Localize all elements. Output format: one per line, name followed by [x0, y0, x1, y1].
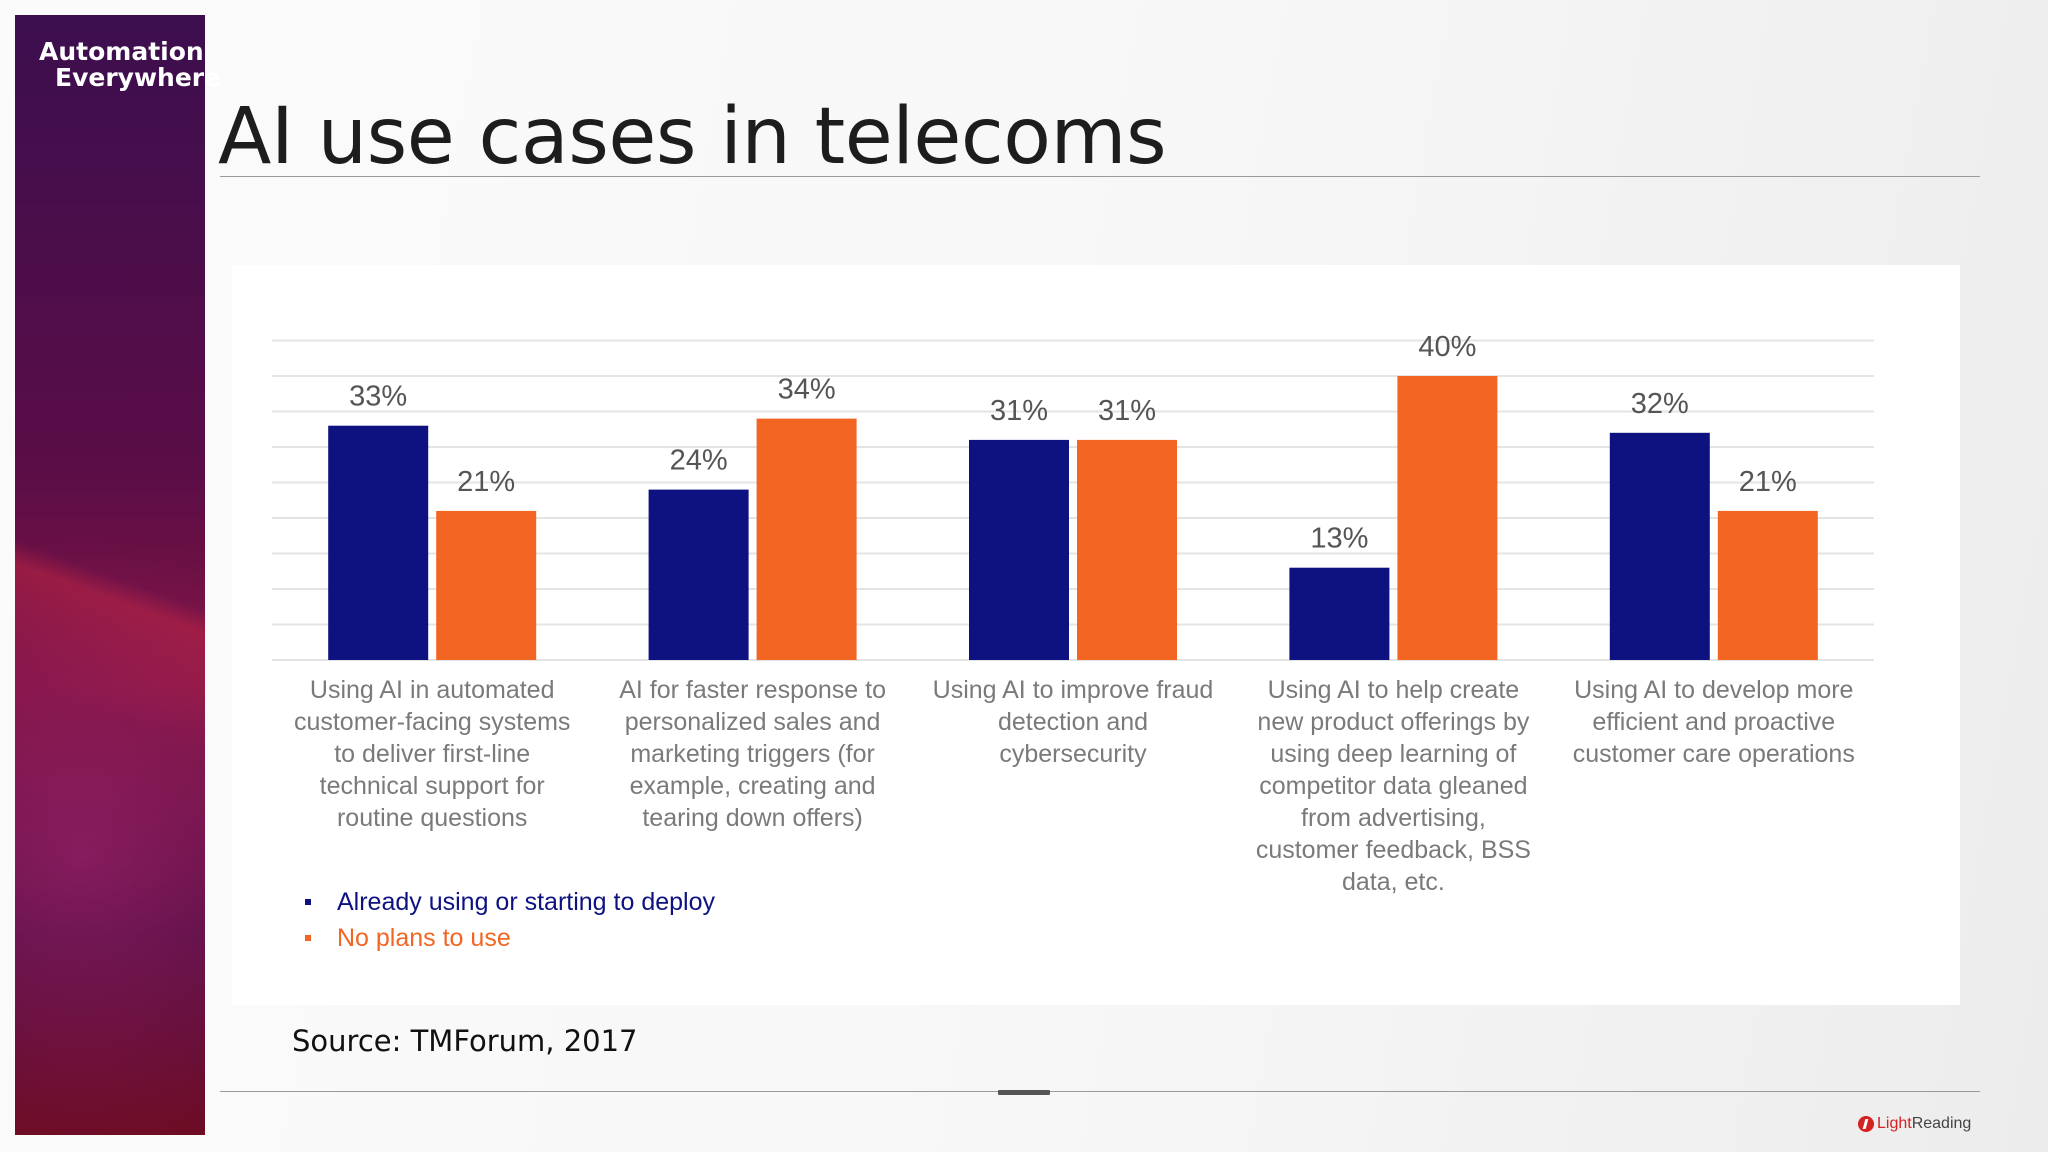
bar-chart: 33% 21% Using AI in automated customer-faci… — [272, 331, 1874, 896]
data-label: 40% — [1418, 331, 1476, 363]
category-label: AI for faster response to — [619, 676, 886, 704]
legend-bullet-icon — [305, 935, 311, 941]
category-label: cybersecurity — [999, 740, 1147, 768]
slide-progress-marker — [998, 1090, 1050, 1095]
category-label: customer feedback, BSS — [1256, 836, 1531, 864]
category-label: customer-facing systems — [294, 708, 570, 736]
page-title: AI use cases in telecoms — [218, 92, 1167, 182]
category-label: marketing triggers (for — [630, 740, 875, 768]
bar-series-b — [1717, 510, 1818, 660]
legend-label-series-a: Already using or starting to deploy — [337, 887, 715, 916]
category-label: personalized sales and — [625, 708, 881, 736]
lightreading-bolt-icon — [1858, 1116, 1874, 1132]
category-label: data, etc. — [1342, 868, 1445, 896]
title-divider — [220, 176, 1980, 177]
category-label: Using AI to develop more — [1574, 676, 1853, 704]
data-label: 32% — [1631, 388, 1689, 420]
category-label: to deliver first-line — [334, 740, 530, 768]
category-label: customer care operations — [1573, 740, 1855, 768]
source-note: Source: TMForum, 2017 — [292, 1024, 638, 1058]
data-label: 24% — [670, 445, 728, 477]
footer-divider — [220, 1091, 1980, 1092]
bar-series-b — [756, 418, 857, 660]
category-label: Using AI to help create — [1268, 676, 1520, 704]
data-label: 31% — [1098, 395, 1156, 427]
brand-side-panel: Automation Everywhere — [15, 15, 221, 1135]
category-label: example, creating and — [630, 772, 876, 800]
category-label: detection and — [998, 708, 1148, 736]
data-label: 21% — [1739, 466, 1797, 498]
legend-label-series-b: No plans to use — [337, 923, 511, 952]
bar-series-a — [969, 439, 1069, 660]
chart-card: 33% 21% Using AI in automated customer-faci… — [232, 265, 1960, 1005]
category-label: routine questions — [337, 804, 527, 832]
legend-item-series-b: No plans to use — [305, 920, 715, 956]
category-label: using deep learning of — [1270, 740, 1516, 768]
bar-series-b — [1397, 376, 1498, 660]
category-label: efficient and proactive — [1592, 708, 1835, 736]
category-label: technical support for — [320, 772, 545, 800]
category-label: competitor data gleaned — [1259, 772, 1527, 800]
brand-line-1: Automation — [39, 37, 204, 66]
chart-legend: Already using or starting to deploy No p… — [305, 884, 715, 956]
bar-series-b — [1077, 439, 1177, 660]
bar-series-a — [1609, 432, 1710, 660]
data-label: 33% — [349, 381, 407, 413]
bar-series-a — [648, 489, 749, 660]
legend-item-series-a: Already using or starting to deploy — [305, 884, 715, 920]
data-label: 13% — [1310, 523, 1368, 555]
automation-everywhere-logo: Automation Everywhere — [39, 39, 221, 91]
category-label: tearing down offers) — [642, 804, 863, 832]
category-label: Using AI in automated — [310, 676, 555, 704]
category-label: Using AI to improve fraud — [933, 676, 1214, 704]
category-label: from advertising, — [1301, 804, 1486, 832]
legend-bullet-icon — [305, 899, 311, 905]
bar-series-a — [328, 425, 429, 660]
data-label: 21% — [457, 466, 515, 498]
data-label: 31% — [990, 395, 1048, 427]
data-label: 34% — [778, 374, 836, 406]
logo-text-light: Light — [1877, 1115, 1912, 1132]
lightreading-logo: Light Reading — [1858, 1115, 1971, 1133]
brand-line-2: Everywhere — [55, 63, 222, 92]
bar-series-b — [436, 510, 537, 660]
category-label: new product offerings by — [1257, 708, 1529, 736]
bar-series-a — [1289, 567, 1390, 660]
logo-text-reading: Reading — [1911, 1115, 1972, 1132]
